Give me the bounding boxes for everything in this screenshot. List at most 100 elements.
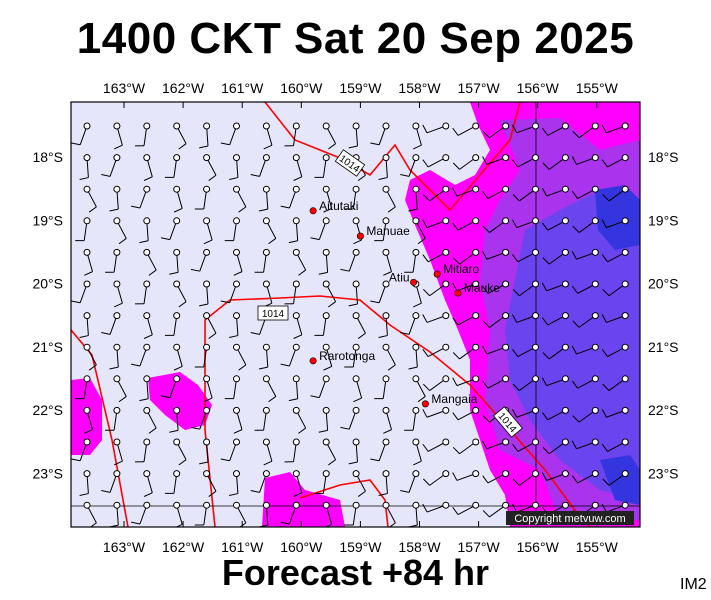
wind-barb bbox=[512, 501, 539, 513]
wind-barb bbox=[224, 375, 240, 400]
wind-barb bbox=[135, 122, 151, 147]
wind-barb bbox=[452, 375, 480, 387]
place-label: Aitutaki bbox=[319, 199, 358, 213]
wind-barb bbox=[113, 217, 127, 245]
wind-barb bbox=[250, 154, 270, 177]
wind-barb bbox=[571, 154, 599, 165]
wind-barb bbox=[143, 248, 157, 276]
lat-label-left: 23°S bbox=[32, 466, 63, 482]
wind-barb bbox=[322, 280, 337, 308]
wind-barb bbox=[601, 501, 629, 513]
wind-zone-blue-south bbox=[600, 455, 640, 505]
wind-barb bbox=[404, 248, 420, 273]
wind-barb bbox=[542, 406, 569, 421]
wind-zone-magenta-south bbox=[262, 472, 345, 527]
wind-barb bbox=[542, 438, 569, 455]
wind-barb bbox=[601, 343, 629, 358]
wind-barb bbox=[601, 154, 629, 168]
place-dot bbox=[309, 357, 317, 365]
place-label: Mitiaro bbox=[443, 262, 479, 276]
wind-barb bbox=[284, 438, 300, 463]
wind-barb bbox=[512, 122, 539, 134]
place-dot bbox=[356, 232, 364, 240]
wind-barb bbox=[422, 185, 450, 202]
wind-barb bbox=[482, 217, 510, 233]
wind-barb bbox=[280, 501, 300, 525]
place-label: Manuae bbox=[366, 224, 410, 238]
lon-label-top: 163°W bbox=[103, 80, 146, 96]
wind-barb bbox=[422, 280, 450, 297]
wind-barb bbox=[482, 375, 510, 389]
lat-label-right: 23°S bbox=[648, 466, 679, 482]
wind-barb bbox=[340, 248, 360, 272]
wind-barb bbox=[512, 185, 539, 202]
wind-barb bbox=[452, 470, 480, 481]
wind-barb bbox=[228, 470, 240, 496]
wind-barb bbox=[601, 217, 629, 229]
wind-barb bbox=[280, 185, 300, 209]
wind-barb bbox=[318, 248, 330, 275]
wind-barb bbox=[412, 438, 422, 466]
wind-barb bbox=[370, 122, 390, 146]
wind-barb bbox=[541, 375, 569, 387]
wind-barb bbox=[512, 280, 539, 297]
wind-barb bbox=[512, 217, 539, 229]
wind-barb bbox=[79, 154, 91, 180]
wind-barb bbox=[284, 280, 300, 305]
lat-label-left: 21°S bbox=[32, 339, 63, 355]
lon-label-top: 157°W bbox=[458, 80, 501, 96]
wind-barb bbox=[541, 280, 569, 292]
wind-zone-blue bbox=[595, 185, 640, 250]
wind-barb bbox=[83, 343, 97, 371]
wind-barb bbox=[352, 470, 366, 497]
wind-barb bbox=[601, 122, 629, 134]
isobar-label-text: 1014 bbox=[262, 309, 285, 320]
wind-barb bbox=[292, 312, 303, 339]
wind-barb bbox=[83, 248, 93, 276]
wind-barb bbox=[83, 185, 97, 213]
wind-barb bbox=[322, 122, 337, 150]
wind-barb bbox=[542, 248, 569, 265]
wind-barb bbox=[71, 122, 91, 146]
wind-barb bbox=[314, 154, 330, 178]
wind-barb bbox=[571, 248, 599, 260]
wind-barb bbox=[541, 470, 569, 481]
wind-zone-magenta-center-west bbox=[148, 372, 212, 430]
place-dot bbox=[433, 270, 441, 278]
wind-barb bbox=[512, 406, 539, 418]
wind-barb bbox=[352, 375, 363, 403]
wind-barb bbox=[288, 375, 300, 402]
lon-label-top: 159°W bbox=[339, 80, 382, 96]
wind-barb bbox=[482, 154, 510, 165]
lat-label-right: 20°S bbox=[648, 276, 679, 292]
wind-barb bbox=[512, 470, 539, 486]
wind-barbs bbox=[71, 122, 629, 527]
wind-barb bbox=[571, 343, 599, 355]
wind-barb bbox=[571, 375, 599, 389]
wind-barb bbox=[348, 280, 360, 307]
wind-barb bbox=[512, 375, 539, 391]
place-label: Atiu bbox=[389, 270, 410, 284]
place-dot bbox=[410, 278, 418, 286]
place-dot bbox=[454, 289, 462, 297]
wind-barb bbox=[143, 470, 153, 497]
wind-barb bbox=[382, 343, 396, 371]
wind-barb bbox=[422, 375, 450, 391]
wind-barb bbox=[135, 438, 151, 463]
isobar-1014-north bbox=[264, 102, 521, 212]
wind-barb bbox=[542, 217, 569, 231]
wind-barb bbox=[572, 312, 599, 328]
wind-barb bbox=[190, 406, 211, 430]
wind-barb bbox=[262, 122, 273, 150]
wind-barb bbox=[382, 406, 392, 434]
wind-barb bbox=[131, 185, 151, 209]
wind-barb bbox=[602, 375, 629, 391]
map-title: 1400 CKT Sat 20 Sep 2025 bbox=[76, 14, 635, 63]
wind-barb bbox=[412, 217, 426, 245]
wind-barb bbox=[105, 248, 121, 273]
wind-barb bbox=[400, 154, 420, 177]
wind-barb bbox=[452, 217, 480, 231]
wind-barb bbox=[143, 154, 153, 181]
wind-barb bbox=[113, 375, 127, 403]
